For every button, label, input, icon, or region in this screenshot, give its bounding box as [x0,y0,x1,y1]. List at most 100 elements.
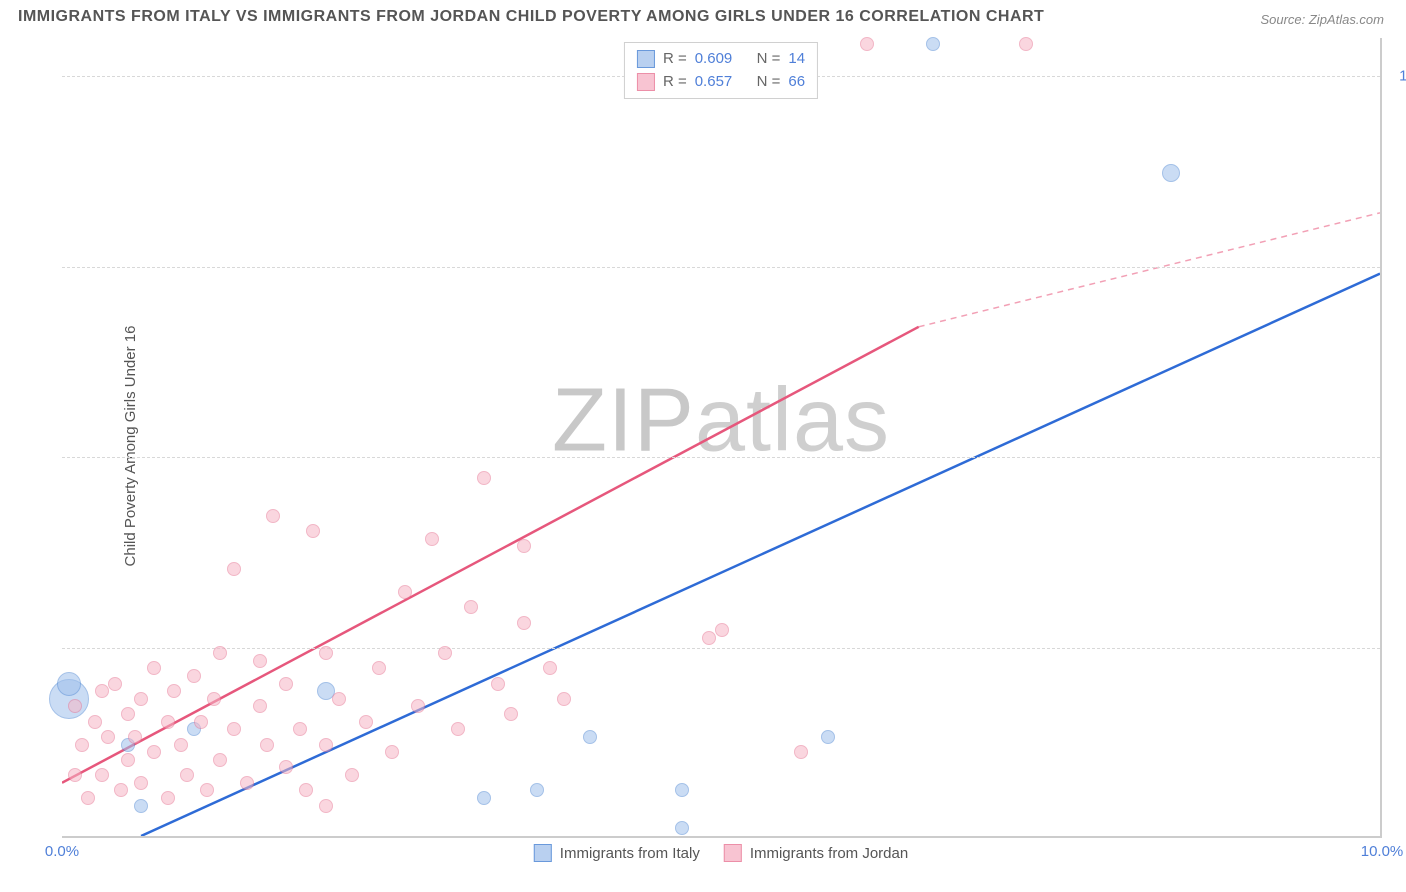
data-point [464,600,478,614]
ytick-label: 25.0% [1390,639,1406,656]
data-point [821,730,835,744]
data-point [530,783,544,797]
data-point [147,745,161,759]
data-point [359,715,373,729]
data-point [491,677,505,691]
data-point [438,646,452,660]
data-point [583,730,597,744]
r-label: R = [663,48,687,71]
data-point [398,585,412,599]
data-point [319,738,333,752]
data-point [253,699,267,713]
data-point [266,509,280,523]
data-point [227,722,241,736]
data-point [543,661,557,675]
gridline-h [62,267,1380,268]
data-point [332,692,346,706]
data-point [1019,37,1033,51]
ytick-label: 100.0% [1390,68,1406,85]
data-point [213,753,227,767]
watermark-bold: ZIP [552,371,695,471]
data-point [121,753,135,767]
data-point [95,768,109,782]
source-name: ZipAtlas.com [1309,12,1384,27]
data-point [557,692,571,706]
gridline-h [62,457,1380,458]
legend-series: Immigrants from Italy Immigrants from Jor… [534,844,908,862]
legend-label: Immigrants from Italy [560,845,700,862]
data-point [174,738,188,752]
data-point [213,646,227,660]
data-point [279,760,293,774]
data-point [207,692,221,706]
data-point [114,783,128,797]
data-point [926,37,940,51]
data-point [715,623,729,637]
data-point [88,715,102,729]
legend-label: Immigrants from Jordan [750,845,908,862]
data-point [451,722,465,736]
watermark-thin: atlas [695,371,890,471]
data-point [147,661,161,675]
source-attribution: Source: ZipAtlas.com [1260,12,1384,27]
xtick-label: 0.0% [45,843,79,860]
data-point [345,768,359,782]
trend-line [62,327,919,783]
r-value-jordan: 0.657 [695,71,733,94]
ytick-label: 50.0% [1390,449,1406,466]
data-point [517,616,531,630]
n-label: N = [757,71,781,94]
data-point [675,821,689,835]
legend-stats: R = 0.609 N = 14 R = 0.657 N = 66 [624,42,818,99]
legend-swatch [534,844,552,862]
data-point [121,707,135,721]
legend-stats-row-jordan: R = 0.657 N = 66 [637,71,805,94]
data-point [101,730,115,744]
r-label: R = [663,71,687,94]
data-point [240,776,254,790]
data-point [57,672,81,696]
legend-item: Immigrants from Jordan [724,844,908,862]
data-point [279,677,293,691]
data-point [477,471,491,485]
trend-line [141,274,1380,836]
data-point [702,631,716,645]
data-point [108,677,122,691]
data-point [411,699,425,713]
data-point [75,738,89,752]
data-point [675,783,689,797]
n-value-jordan: 66 [788,71,805,94]
data-point [794,745,808,759]
data-point [477,791,491,805]
data-point [227,562,241,576]
legend-stats-row-italy: R = 0.609 N = 14 [637,48,805,71]
n-label: N = [757,48,781,71]
data-point [95,684,109,698]
data-point [385,745,399,759]
source-prefix: Source: [1260,12,1308,27]
data-point [372,661,386,675]
trend-line [919,213,1380,327]
data-point [319,646,333,660]
r-value-italy: 0.609 [695,48,733,71]
trend-lines-svg [62,38,1380,836]
gridline-h [62,648,1380,649]
data-point [200,783,214,797]
data-point [194,715,208,729]
swatch-jordan [637,73,655,91]
data-point [293,722,307,736]
data-point [299,783,313,797]
data-point [134,692,148,706]
data-point [517,539,531,553]
data-point [306,524,320,538]
data-point [1162,164,1180,182]
legend-item: Immigrants from Italy [534,844,700,862]
data-point [128,730,142,744]
data-point [134,799,148,813]
ytick-label: 75.0% [1390,258,1406,275]
data-point [167,684,181,698]
data-point [260,738,274,752]
data-point [319,799,333,813]
data-point [504,707,518,721]
data-point [180,768,194,782]
